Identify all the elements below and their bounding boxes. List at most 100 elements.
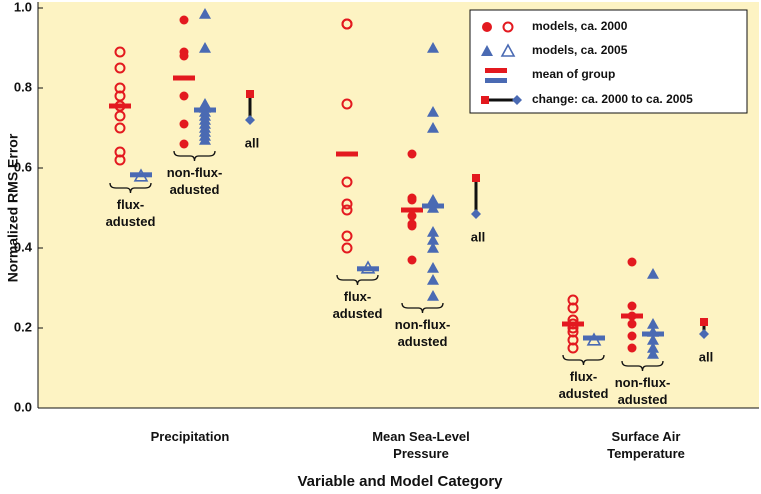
point-2005 [427,122,439,133]
change-2005 [245,115,255,125]
mean-2005 [642,331,664,337]
mean-2005 [357,266,379,272]
point-2005 [427,262,439,273]
point-2000 [179,139,189,149]
point-2000 [341,18,353,30]
legend-symbol [485,68,507,73]
group-brace [109,182,152,194]
point-2000 [627,301,637,311]
point-2000 [179,91,189,101]
mean-2000 [173,75,195,81]
group-label: non-flux-adusted [166,165,223,197]
legend-label: models, ca. 2000 [532,19,628,33]
point-2005 [427,226,439,237]
point-2000 [341,230,353,242]
point-2000 [627,319,637,329]
change-2005 [471,209,481,219]
group-brace [173,150,216,162]
legend-symbol [512,95,522,105]
mean-2000 [336,151,358,157]
point-2000 [179,15,189,25]
point-2000 [407,211,417,221]
change-2000 [700,318,708,326]
point-2000 [341,242,353,254]
point-2000 [341,198,353,210]
point-2005 [199,134,211,145]
legend-symbol [500,43,516,57]
mean-2000 [401,207,423,213]
legend-symbol [482,22,492,32]
group-label: flux-adusted [105,197,156,229]
point-2005 [427,194,439,205]
point-2000 [179,51,189,61]
y-tick-label: 0.4 [14,239,33,254]
point-2000 [341,176,353,188]
point-2000 [627,331,637,341]
y-tick-label: 0.0 [14,399,32,414]
point-2000 [567,342,579,354]
y-tick-label: 0.6 [14,159,32,174]
group-brace [401,302,444,314]
point-2005 [427,290,439,301]
group-label: flux-adusted [332,289,383,321]
x-axis-label: Variable and Model Category [297,473,503,490]
point-2000 [567,302,579,314]
point-2000 [341,98,353,110]
group-brace [336,274,379,286]
change-label: all [471,229,485,244]
category-label: Surface Air Temperature [607,429,685,461]
point-2000 [114,154,126,166]
group-label: non-flux-adusted [394,317,451,349]
point-2000 [341,204,353,216]
point-2005 [199,8,211,19]
point-2000 [627,257,637,267]
point-2005 [427,234,439,245]
change-2000 [472,174,480,182]
point-2005 [199,42,211,53]
mean-2000 [109,103,131,109]
mean-2005 [422,203,444,209]
point-2005 [427,42,439,53]
point-2005 [647,348,659,359]
point-2005 [427,106,439,117]
mean-2005 [130,172,152,178]
legend-symbol [485,78,507,83]
group-label: flux-adusted [558,369,609,401]
point-2000 [407,195,417,205]
point-2005 [647,268,659,279]
mean-2000 [621,313,643,319]
change-2005 [699,329,709,339]
group-brace [562,354,605,366]
point-2005 [647,318,659,329]
y-tick-label: 1.0 [14,0,32,14]
category-label: Mean Sea-Level Pressure [372,429,470,461]
change-label: all [699,349,713,364]
group-label: non-flux-adusted [614,375,671,407]
point-2005 [427,274,439,285]
point-2000 [407,255,417,265]
point-2005 [647,334,659,345]
mean-2000 [562,321,584,327]
group-brace [621,360,664,372]
legend-symbol [502,21,514,33]
point-2000 [114,110,126,122]
y-tick-label: 0.2 [14,319,32,334]
mean-2005 [194,107,216,113]
legend-label: models, ca. 2005 [532,43,628,57]
y-axis-label: Normalized RMS Error [5,133,21,282]
point-2005 [647,342,659,353]
point-2005 [427,242,439,253]
mean-2005 [583,335,605,341]
point-2000 [407,149,417,159]
legend-label: mean of group [532,67,615,81]
point-2000 [114,62,126,74]
legend-symbol [481,96,489,104]
legend-symbol [481,45,493,56]
point-2000 [627,343,637,353]
point-2000 [407,221,417,231]
y-tick-label: 0.8 [14,79,32,94]
category-label: Precipitation [150,429,230,444]
change-label: all [245,135,259,150]
